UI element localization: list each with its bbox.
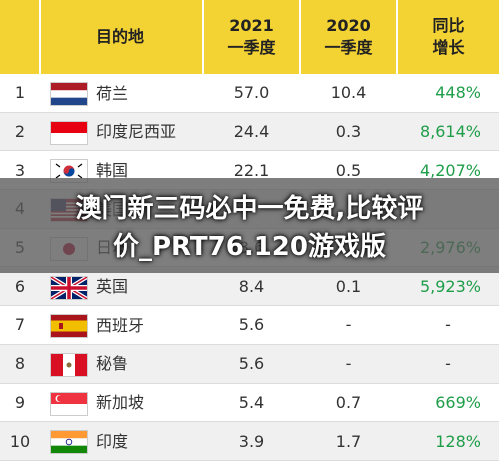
destination-name: 印度尼西亚 [96,122,177,142]
indonesia-flag-icon [50,120,88,145]
rank-cell: 7 [0,305,40,345]
header-2020-year: 2020 [326,16,371,35]
value-2021-cell: 5.4 [203,383,300,423]
header-rank [0,0,41,74]
growth-cell: 448% [397,74,499,113]
destination-name: 荷兰 [96,83,129,103]
rank-cell: 9 [0,383,40,423]
destination-cell: 西班牙 [40,305,203,345]
table-row: 1 荷兰 57.0 10.4 448% [0,74,499,113]
table-row: 7 西班牙 5.6- - [0,305,499,345]
header-destination: 目的地 [40,0,204,74]
netherlands-flag-icon [50,82,88,107]
destination-cell: 英国 [40,266,203,307]
value-2020-cell: 1.7 [300,421,397,461]
header-growth: 同比 增长 [397,0,499,74]
growth-cell: 5,923% [397,266,499,307]
value-2021-cell: 57.0 [203,74,300,113]
rank-cell: 10 [0,421,40,461]
uk-flag-icon [50,275,88,300]
value-2021-cell: 5.6 [203,305,300,345]
value-2020-cell: 0.7 [300,383,397,423]
table-row: 2 印度尼西亚 24.4 0.3 8,614% [0,112,499,152]
value-2021-cell: 8.4 [203,266,300,307]
header-2021-year: 2021 [229,16,274,35]
table-row: 8 秘鲁 5.6- - [0,344,499,384]
india-flag-icon [50,430,88,455]
rank-cell: 2 [0,112,40,152]
destination-cell: 印度尼西亚 [40,112,203,152]
table-row: 9 新加坡 5.4 0.7 669% [0,383,499,423]
table-header-row: 目的地 2021 一季度 2020 一季度 同比 增长 [0,0,499,74]
header-growth-line1: 同比 [432,16,465,35]
rank-cell: 1 [0,74,40,113]
watermark-text: 澳门新三码必中一免费,比较评 价_PRT76.120游戏版 [0,190,499,266]
value-2021-cell: 5.6 [203,344,300,384]
value-2021-cell: 3.9 [203,421,300,461]
destination-name: 秘鲁 [96,354,129,374]
destination-cell: 印度 [40,421,203,461]
destination-name: 西班牙 [96,315,145,335]
growth-cell: - [397,344,499,384]
value-2020-cell: 0.1 [300,266,397,307]
watermark-line-2: 价_PRT76.120游戏版 [113,232,386,262]
rank-cell: 6 [0,266,40,307]
header-growth-line2: 增长 [432,38,465,57]
growth-cell: 669% [397,383,499,423]
destination-name: 印度 [96,431,129,451]
growth-cell: 8,614% [397,112,499,152]
header-2020-q1: 2020 一季度 [300,0,398,74]
destination-cell: 秘鲁 [40,344,203,384]
header-2020-quarter: 一季度 [324,38,373,57]
destination-name: 韩国 [96,160,129,180]
destination-name: 英国 [96,277,129,297]
value-2020-cell: 10.4 [300,74,397,113]
south-korea-flag-icon [50,159,88,184]
watermark-overlay [0,178,499,273]
growth-cell: 128% [397,421,499,461]
growth-cell: - [397,305,499,345]
destination-name: 新加坡 [96,393,145,413]
destination-cell: 新加坡 [40,383,203,423]
value-2021-cell: 24.4 [203,112,300,152]
peru-flag-icon [50,352,88,377]
value-2020-cell: - [300,344,397,384]
spain-flag-icon [50,314,88,339]
watermark-line-1: 澳门新三码必中一免费,比较评 [75,194,424,224]
header-2021-quarter: 一季度 [227,38,276,57]
header-2021-q1: 2021 一季度 [203,0,301,74]
destination-cell: 荷兰 [40,74,203,113]
table-row: 6 英国 8.4 0.1 5,923% [0,266,499,307]
value-2020-cell: - [300,305,397,345]
singapore-flag-icon [50,391,88,416]
table-row: 10 印度 3.9 1.7 128% [0,421,499,461]
value-2020-cell: 0.3 [300,112,397,152]
rank-cell: 8 [0,344,40,384]
